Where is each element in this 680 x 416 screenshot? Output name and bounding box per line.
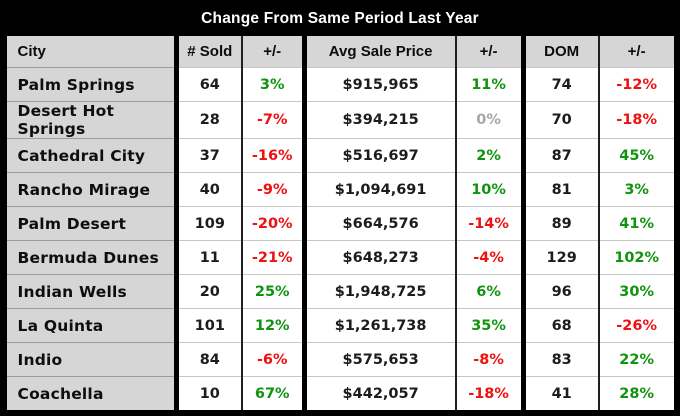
- city-cell: Palm Desert: [6, 206, 179, 241]
- sold-change-cell: 3%: [241, 67, 307, 102]
- dom-cell: 81: [523, 172, 600, 207]
- sold-change-cell: 25%: [241, 274, 307, 309]
- col-header-sold-change: +/-: [241, 36, 307, 68]
- price-change-cell: 6%: [455, 274, 526, 309]
- col-header-city: City: [6, 36, 179, 68]
- avg-price-cell: $394,215: [304, 101, 457, 139]
- avg-price-cell: $664,576: [304, 206, 457, 241]
- avg-price-cell: $648,273: [304, 240, 457, 275]
- price-change-cell: -18%: [455, 376, 526, 410]
- avg-price-cell: $915,965: [304, 67, 457, 102]
- sold-change-cell: -21%: [241, 240, 307, 275]
- price-change-cell: -4%: [455, 240, 526, 275]
- sold-cell: 11: [176, 240, 243, 275]
- dom-cell: 89: [523, 206, 600, 241]
- market-stats-table: City # Sold +/- Avg Sale Price +/- DOM +…: [6, 36, 674, 410]
- dom-cell: 74: [523, 67, 600, 102]
- dom-cell: 41: [523, 376, 600, 410]
- table-row: Coachella 10 67% $442,057 -18% 41 28%: [6, 376, 674, 410]
- dom-change-cell: -12%: [598, 67, 674, 102]
- table-row: Indian Wells 20 25% $1,948,725 6% 96 30%: [6, 274, 674, 309]
- price-change-cell: 35%: [455, 308, 526, 343]
- city-cell: Indian Wells: [6, 274, 179, 309]
- dom-change-cell: 3%: [598, 172, 674, 207]
- dom-change-cell: 28%: [598, 376, 674, 410]
- dom-cell: 83: [523, 342, 600, 377]
- page-title: Change From Same Period Last Year: [201, 10, 479, 27]
- avg-price-cell: $575,653: [304, 342, 457, 377]
- table-row: Desert Hot Springs 28 -7% $394,215 0% 70…: [6, 101, 674, 139]
- table-row: Indio 84 -6% $575,653 -8% 83 22%: [6, 342, 674, 377]
- sold-cell: 101: [176, 308, 243, 343]
- dom-cell: 87: [523, 138, 600, 173]
- city-cell: Cathedral City: [6, 138, 179, 173]
- city-cell: Desert Hot Springs: [6, 101, 179, 139]
- sold-cell: 37: [176, 138, 243, 173]
- city-cell: Coachella: [6, 376, 179, 410]
- table-row: Palm Springs 64 3% $915,965 11% 74 -12%: [6, 67, 674, 102]
- price-change-cell: 2%: [455, 138, 526, 173]
- sold-change-cell: -6%: [241, 342, 307, 377]
- table-row: La Quinta 101 12% $1,261,738 35% 68 -26%: [6, 308, 674, 343]
- sold-cell: 84: [176, 342, 243, 377]
- avg-price-cell: $1,261,738: [304, 308, 457, 343]
- price-change-cell: 11%: [455, 67, 526, 102]
- dom-change-cell: 45%: [598, 138, 674, 173]
- dom-change-cell: -26%: [598, 308, 674, 343]
- city-cell: Palm Springs: [6, 67, 179, 102]
- dom-change-cell: 30%: [598, 274, 674, 309]
- city-cell: La Quinta: [6, 308, 179, 343]
- avg-price-cell: $516,697: [304, 138, 457, 173]
- price-change-cell: 0%: [455, 101, 526, 139]
- sold-change-cell: -16%: [241, 138, 307, 173]
- city-cell: Indio: [6, 342, 179, 377]
- sold-cell: 40: [176, 172, 243, 207]
- sold-cell: 28: [176, 101, 243, 139]
- sold-cell: 10: [176, 376, 243, 410]
- price-change-cell: -14%: [455, 206, 526, 241]
- avg-price-cell: $442,057: [304, 376, 457, 410]
- city-cell: Rancho Mirage: [6, 172, 179, 207]
- header-row: City # Sold +/- Avg Sale Price +/- DOM +…: [6, 36, 674, 68]
- price-change-cell: 10%: [455, 172, 526, 207]
- col-header-price-change: +/-: [455, 36, 526, 68]
- city-cell: Bermuda Dunes: [6, 240, 179, 275]
- dom-cell: 96: [523, 274, 600, 309]
- sold-change-cell: 67%: [241, 376, 307, 410]
- col-header-sold: # Sold: [176, 36, 243, 68]
- sold-cell: 64: [176, 67, 243, 102]
- dom-change-cell: 41%: [598, 206, 674, 241]
- sold-change-cell: -7%: [241, 101, 307, 139]
- sold-change-cell: 12%: [241, 308, 307, 343]
- sold-cell: 20: [176, 274, 243, 309]
- col-header-dom-change: +/-: [598, 36, 674, 68]
- table-row: Bermuda Dunes 11 -21% $648,273 -4% 129 1…: [6, 240, 674, 275]
- table-row: Rancho Mirage 40 -9% $1,094,691 10% 81 3…: [6, 172, 674, 207]
- dom-change-cell: 102%: [598, 240, 674, 275]
- dom-change-cell: 22%: [598, 342, 674, 377]
- avg-price-cell: $1,948,725: [304, 274, 457, 309]
- sold-change-cell: -20%: [241, 206, 307, 241]
- avg-price-cell: $1,094,691: [304, 172, 457, 207]
- dom-cell: 68: [523, 308, 600, 343]
- sold-cell: 109: [176, 206, 243, 241]
- table-row: Cathedral City 37 -16% $516,697 2% 87 45…: [6, 138, 674, 173]
- dom-cell: 129: [523, 240, 600, 275]
- price-change-cell: -8%: [455, 342, 526, 377]
- sold-change-cell: -9%: [241, 172, 307, 207]
- col-header-dom: DOM: [523, 36, 600, 68]
- col-header-avg-price: Avg Sale Price: [304, 36, 457, 68]
- dom-change-cell: -18%: [598, 101, 674, 139]
- dom-cell: 70: [523, 101, 600, 139]
- table-row: Palm Desert 109 -20% $664,576 -14% 89 41…: [6, 206, 674, 241]
